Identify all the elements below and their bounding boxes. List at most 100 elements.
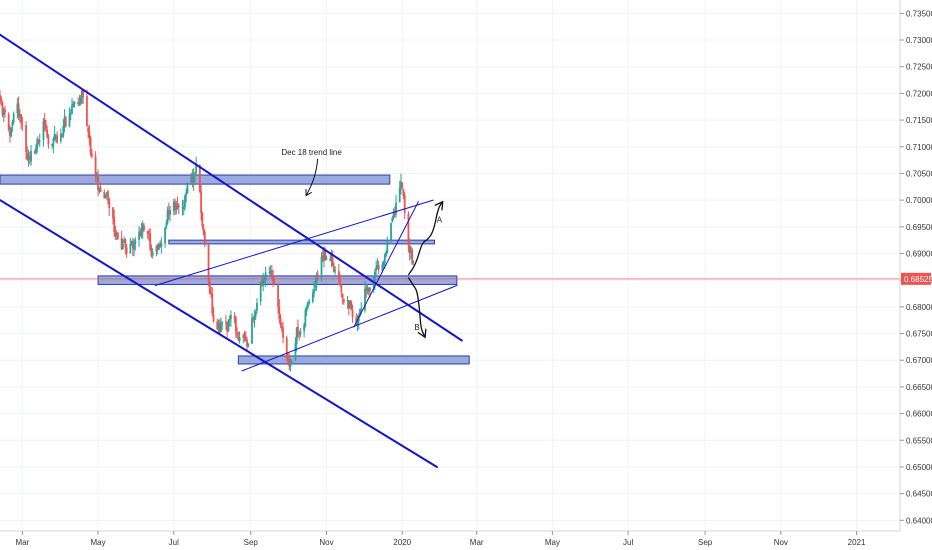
candle [120, 230, 123, 251]
candle [200, 183, 203, 221]
scenario-b-path[interactable] [407, 277, 424, 337]
candle-body [89, 137, 92, 154]
candle [390, 222, 392, 245]
candle-body [330, 256, 333, 261]
candle [25, 121, 27, 160]
candle-body [177, 205, 180, 208]
minor-rising-line[interactable] [353, 201, 419, 328]
candle [208, 277, 211, 295]
candle-body [105, 192, 108, 194]
candle-body [165, 223, 168, 228]
candle [366, 283, 369, 295]
candle [377, 260, 380, 275]
candle [77, 97, 80, 107]
candle-body [201, 212, 204, 227]
candle [261, 276, 263, 287]
candle-body [221, 321, 224, 323]
candle [138, 226, 140, 247]
candle-body [114, 232, 117, 237]
candle-body [184, 195, 186, 208]
candle [4, 105, 6, 118]
candle [195, 156, 198, 176]
candle-body [324, 250, 327, 261]
candle [38, 133, 41, 148]
candle [87, 125, 90, 138]
grid [0, 0, 900, 531]
candle-body [278, 306, 281, 319]
candle [340, 283, 343, 298]
candle-body [130, 241, 133, 245]
candle-body [315, 275, 318, 284]
candle-body [104, 194, 107, 198]
lower-channel-line[interactable] [0, 199, 438, 468]
candles-layer [0, 88, 415, 372]
candle-body [385, 252, 387, 256]
rising-channel-lower[interactable] [241, 285, 458, 372]
candle-body [304, 310, 307, 326]
candle [62, 119, 65, 139]
candle [264, 266, 267, 288]
candle [64, 115, 67, 128]
candle [11, 119, 14, 132]
candle [242, 334, 245, 344]
candle-body [273, 281, 276, 284]
candle [190, 172, 193, 184]
candle-body [340, 285, 343, 293]
scenario-a-path[interactable] [407, 203, 442, 276]
candle-body [129, 243, 132, 254]
candle-body [195, 164, 198, 173]
zone-current[interactable] [97, 275, 458, 285]
rising-channel-upper[interactable] [154, 199, 434, 287]
annotation-label: A [437, 216, 443, 225]
x-tick-label: 2020 [393, 538, 411, 547]
candle [131, 237, 134, 257]
candle-body [251, 318, 253, 344]
candle [82, 88, 85, 105]
candle [45, 119, 47, 133]
candle-body [259, 281, 262, 302]
candle-body [369, 287, 371, 291]
candle-body [78, 102, 81, 105]
upper-channel-line[interactable] [0, 33, 463, 342]
candle-body [120, 238, 123, 249]
candle-body [16, 103, 19, 114]
candle-body [227, 320, 230, 332]
candle-body [33, 151, 36, 154]
candle [174, 198, 176, 216]
candle [234, 315, 237, 338]
candle-body [69, 113, 72, 115]
candle-body [79, 97, 82, 103]
candle-body [237, 336, 240, 341]
candle-body [233, 315, 236, 319]
candle [10, 127, 13, 138]
candle-body [290, 360, 293, 363]
candle [236, 327, 239, 339]
candle [68, 107, 71, 128]
candle [0, 90, 1, 105]
candle-body [409, 250, 412, 253]
candle-body [150, 249, 153, 257]
candle-body [112, 207, 114, 218]
candle [221, 321, 224, 330]
candle-body [243, 333, 246, 339]
candle-body [238, 337, 241, 341]
candle-body [411, 249, 414, 264]
candle [356, 314, 359, 332]
candle [385, 250, 387, 258]
candle [216, 318, 219, 331]
candle-body [125, 247, 128, 254]
candle [400, 173, 402, 195]
trend-line-callout-arrow [307, 158, 319, 195]
candle [346, 295, 349, 309]
time-axis-panel[interactable] [0, 531, 932, 550]
zone-bottom[interactable] [237, 355, 470, 365]
candle [203, 229, 206, 247]
candle [104, 193, 107, 199]
candle-body [62, 126, 65, 136]
